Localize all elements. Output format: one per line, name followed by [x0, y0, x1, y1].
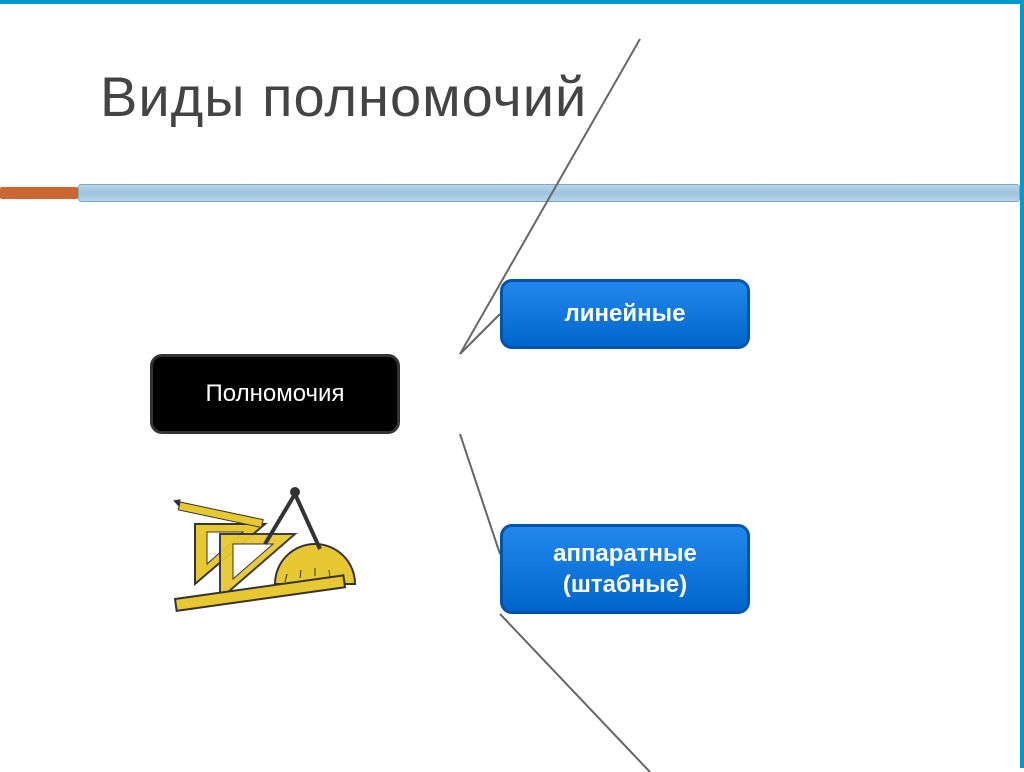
root-node-label: Полномочия	[206, 380, 345, 408]
child-node-1: линейные	[500, 279, 750, 349]
drafting-tools-icon	[165, 474, 365, 624]
root-node: Полномочия	[150, 354, 400, 434]
slide-container: Виды полномочий Полномочия линейные аппа…	[0, 0, 1024, 768]
divider-orange-segment	[0, 187, 78, 199]
child-node-2-label: аппаратные (штабные)	[503, 538, 747, 600]
divider-bar	[0, 184, 1020, 202]
child-node-1-label: линейные	[565, 298, 686, 329]
child-node-2: аппаратные (штабные)	[500, 524, 750, 614]
slide-title: Виды полномочий	[100, 64, 587, 129]
divider-blue-segment	[78, 184, 1020, 202]
